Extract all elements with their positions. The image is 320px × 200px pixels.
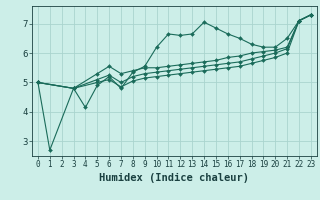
X-axis label: Humidex (Indice chaleur): Humidex (Indice chaleur)	[100, 173, 249, 183]
